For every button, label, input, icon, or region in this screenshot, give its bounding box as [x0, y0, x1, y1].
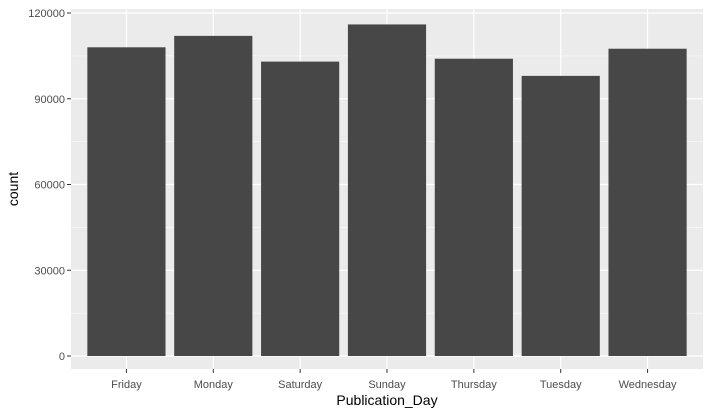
- x-tick-label: Tuesday: [540, 379, 582, 391]
- bar-tuesday: [521, 75, 600, 356]
- x-tick-label: Sunday: [368, 379, 406, 391]
- bars: [87, 24, 687, 357]
- y-tick-label: 120000: [28, 8, 65, 20]
- bar-wednesday: [608, 48, 687, 357]
- y-tick-label: 0: [59, 351, 65, 363]
- x-axis-title: Publication_Day: [336, 392, 437, 408]
- y-tick-label: 60000: [34, 180, 65, 192]
- bar-friday: [87, 47, 166, 357]
- y-tick-label: 90000: [34, 94, 65, 106]
- y-axis-title: count: [5, 172, 21, 206]
- bar-monday: [174, 35, 253, 356]
- bar-sunday: [347, 24, 427, 357]
- y-axis: 0 30000 60000 90000 120000: [28, 8, 71, 363]
- x-tick-label: Saturday: [278, 379, 323, 391]
- x-tick-label: Thursday: [451, 379, 497, 391]
- y-tick-label: 30000: [34, 265, 65, 277]
- x-tick-label: Wednesday: [619, 379, 677, 391]
- bar-saturday: [261, 61, 340, 356]
- x-axis: Friday Monday Saturday Sunday Thursday Tuesda…: [111, 369, 677, 391]
- x-tick-label: Friday: [111, 379, 142, 391]
- x-tick-label: Monday: [194, 379, 234, 391]
- bar-thursday: [434, 58, 513, 356]
